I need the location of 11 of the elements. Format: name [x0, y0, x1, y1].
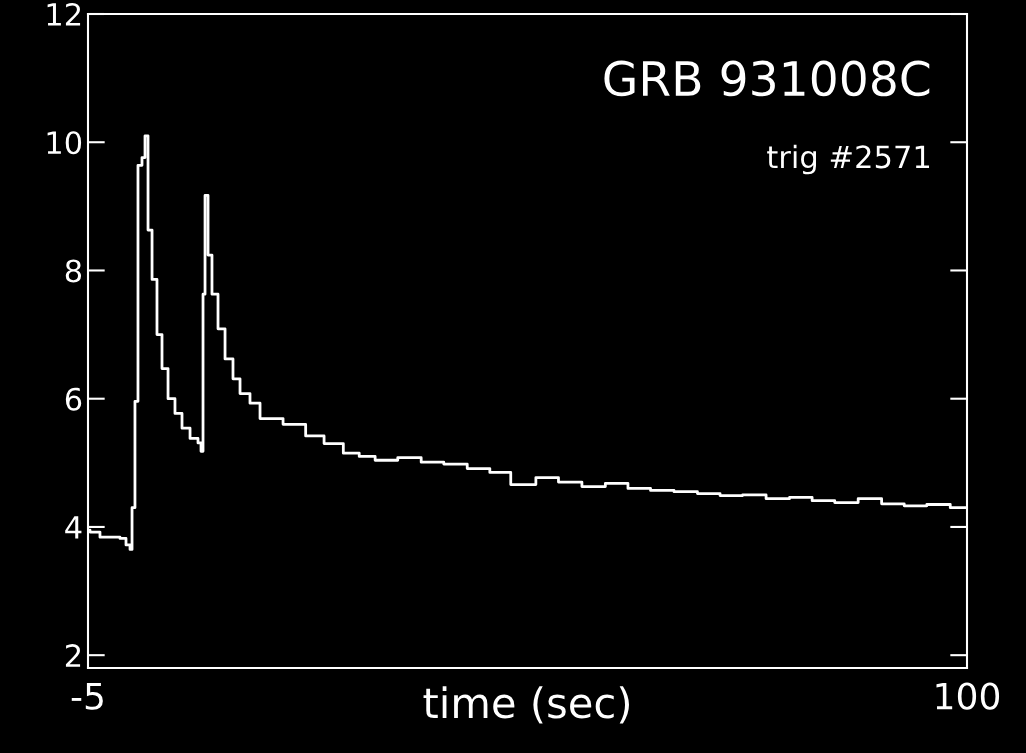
text: GRB 931008C [604, 60, 930, 97]
y-tick-label: 8 [65, 259, 82, 283]
y-tick-label: 4 [65, 516, 82, 539]
text: trig #2571 [767, 144, 930, 175]
y-tick-label: 6 [65, 387, 82, 411]
x-tick-label: 100 [936, 682, 1000, 710]
y-tick-label: 12 [47, 2, 81, 26]
x-tick-label: -5 [71, 683, 103, 710]
y-tick-label: 2 [65, 644, 81, 667]
y-tick-label: 10 [47, 131, 82, 155]
x-axis-title: time (sec) [423, 686, 629, 724]
